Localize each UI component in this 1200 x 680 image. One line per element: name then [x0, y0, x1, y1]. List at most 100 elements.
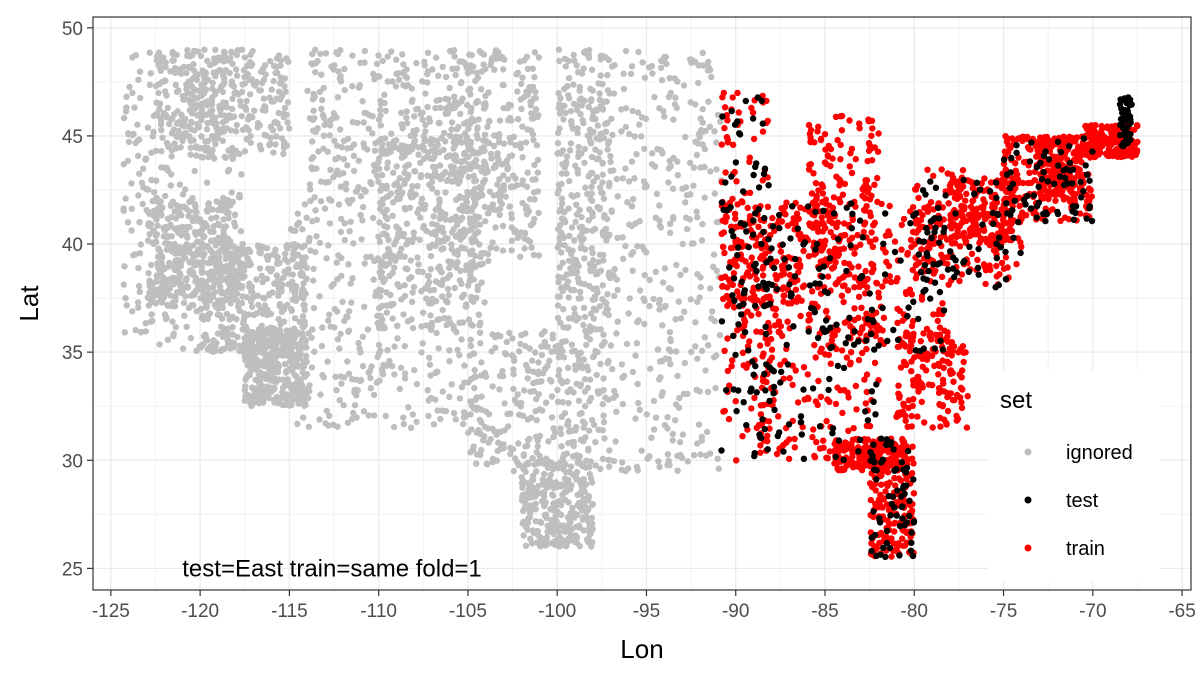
- point-ignored: [174, 119, 181, 127]
- point-ignored: [164, 336, 172, 343]
- point-ignored: [375, 116, 383, 123]
- point-ignored: [303, 387, 310, 395]
- point-ignored: [331, 305, 338, 313]
- point-ignored: [513, 181, 521, 189]
- point-ignored: [390, 169, 397, 176]
- point-ignored: [628, 251, 635, 258]
- point-ignored: [336, 397, 343, 404]
- point-ignored: [568, 531, 575, 539]
- point-ignored: [409, 183, 416, 190]
- point-ignored: [603, 237, 610, 244]
- point-ignored: [662, 302, 669, 310]
- point-ignored: [519, 74, 526, 81]
- point-ignored: [530, 189, 538, 196]
- point-train: [974, 256, 981, 263]
- point-ignored: [597, 388, 605, 395]
- point-ignored: [289, 296, 296, 303]
- point-ignored: [713, 267, 720, 274]
- point-ignored: [534, 443, 541, 450]
- point-ignored: [299, 286, 306, 293]
- point-ignored: [556, 57, 563, 65]
- point-ignored: [588, 183, 595, 191]
- point-train: [718, 141, 725, 148]
- point-ignored: [500, 66, 507, 73]
- point-ignored: [155, 81, 162, 88]
- point-ignored: [147, 318, 155, 325]
- point-ignored: [541, 338, 549, 346]
- point-ignored: [391, 143, 399, 151]
- point-ignored: [272, 141, 279, 148]
- point-ignored: [574, 170, 582, 177]
- point-ignored: [228, 78, 236, 85]
- point-ignored: [535, 252, 543, 259]
- point-ignored: [558, 200, 566, 207]
- point-ignored: [665, 457, 672, 465]
- point-ignored: [630, 196, 637, 203]
- point-ignored: [514, 116, 522, 123]
- point-ignored: [519, 123, 526, 130]
- point-ignored: [422, 128, 429, 135]
- point-train: [734, 89, 741, 97]
- point-ignored: [580, 65, 587, 72]
- point-ignored: [681, 308, 688, 315]
- point-ignored: [459, 420, 467, 428]
- point-ignored: [496, 211, 503, 218]
- point-ignored: [419, 309, 427, 316]
- point-train: [879, 283, 886, 290]
- point-ignored: [572, 162, 579, 169]
- point-ignored: [295, 343, 302, 350]
- point-ignored: [535, 460, 542, 467]
- point-ignored: [298, 263, 305, 270]
- point-train: [869, 243, 877, 251]
- point-ignored: [220, 265, 228, 272]
- point-ignored: [573, 424, 580, 431]
- point-ignored: [588, 514, 595, 522]
- point-ignored: [589, 249, 596, 257]
- point-ignored: [600, 331, 607, 338]
- point-ignored: [564, 421, 571, 428]
- point-ignored: [158, 258, 165, 265]
- point-ignored: [568, 192, 575, 199]
- point-ignored: [465, 316, 473, 323]
- point-ignored: [318, 105, 325, 113]
- point-ignored: [402, 163, 409, 170]
- point-ignored: [570, 51, 577, 59]
- point-ignored: [204, 208, 211, 215]
- point-ignored: [218, 289, 225, 297]
- point-ignored: [489, 458, 496, 466]
- point-ignored: [263, 383, 270, 390]
- point-ignored: [419, 78, 426, 85]
- point-ignored: [350, 167, 358, 175]
- point-ignored: [393, 56, 400, 63]
- point-ignored: [238, 46, 246, 53]
- point-ignored: [376, 238, 384, 246]
- point-ignored: [669, 430, 676, 438]
- point-ignored: [263, 132, 270, 139]
- point-ignored: [317, 198, 325, 205]
- point-ignored: [355, 157, 362, 164]
- point-ignored: [433, 97, 440, 104]
- point-ignored: [588, 197, 596, 205]
- point-ignored: [380, 323, 388, 330]
- point-ignored: [628, 222, 635, 230]
- point-ignored: [651, 93, 658, 101]
- point-train: [775, 413, 782, 420]
- point-ignored: [135, 282, 143, 290]
- point-ignored: [519, 154, 526, 161]
- point-ignored: [556, 110, 564, 117]
- point-ignored: [489, 383, 496, 390]
- point-ignored: [299, 226, 306, 233]
- point-ignored: [317, 50, 324, 58]
- point-ignored: [270, 77, 277, 85]
- point-ignored: [289, 271, 296, 278]
- point-ignored: [413, 418, 420, 426]
- point-ignored: [281, 250, 289, 257]
- point-ignored: [688, 348, 695, 356]
- point-ignored: [317, 391, 324, 398]
- point-ignored: [434, 189, 441, 196]
- point-ignored: [294, 395, 301, 402]
- point-ignored: [213, 198, 220, 205]
- point-ignored: [146, 289, 153, 296]
- point-ignored: [286, 125, 293, 132]
- point-ignored: [713, 166, 720, 173]
